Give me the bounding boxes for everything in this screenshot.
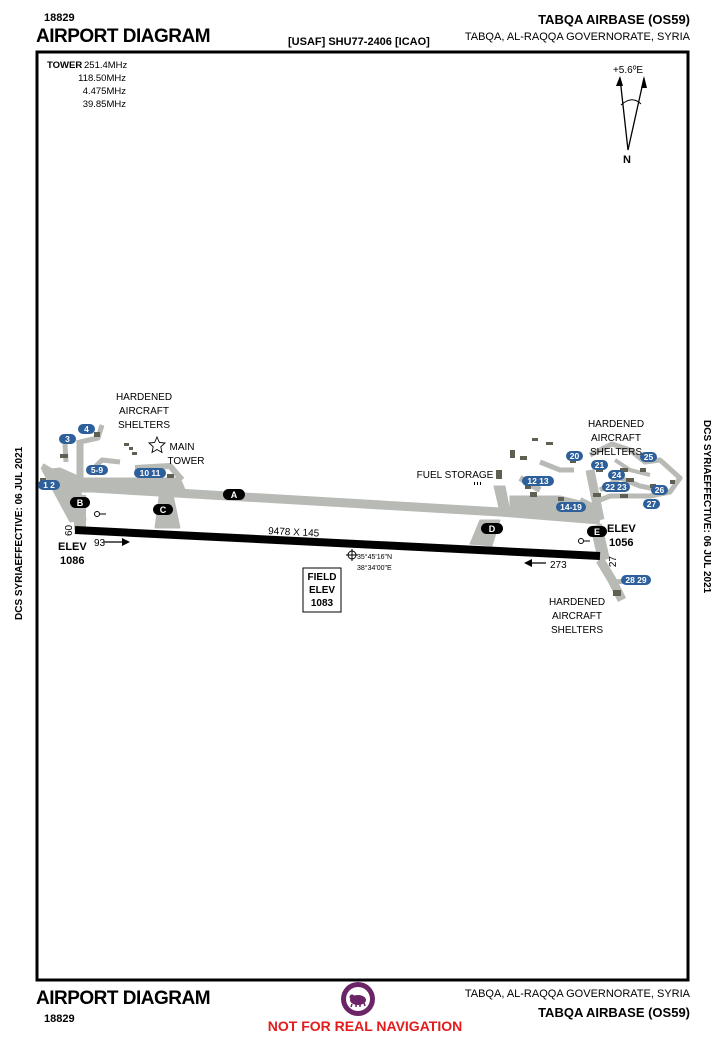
map-frame <box>35 50 690 982</box>
main-tower-1: MAIN <box>170 442 195 453</box>
main-tower-2: TOWER <box>167 456 204 467</box>
tower-label: TOWER <box>47 60 82 71</box>
field-elev-value: 1083 <box>311 598 334 609</box>
tower-freq-2: 118.50MHz <box>78 73 126 84</box>
shelter-1-2: 1 2 <box>43 480 55 490</box>
taxiway-e: E <box>594 527 600 537</box>
elevation-labels: ELEV 1086 ELEV 1056 <box>58 523 636 567</box>
shelter-4: 4 <box>84 424 89 434</box>
taxiway-d: D <box>489 524 496 534</box>
shelter-14-19: 14-19 <box>560 502 582 512</box>
shelter-12-13: 12 13 <box>527 476 549 486</box>
shelter-5-9: 5-9 <box>91 465 104 475</box>
shelter-25: 25 <box>644 452 654 462</box>
runway-end-west: 60 <box>64 524 75 536</box>
runway-dimensions: 9478 X 145 <box>268 526 320 540</box>
tower-icon <box>147 435 167 454</box>
hardened-east-1: HARDENED <box>588 419 644 430</box>
hardened-west-2: AIRCRAFT <box>119 406 169 417</box>
shelter-24: 24 <box>612 470 622 480</box>
arp-latitude: 35°45'16"N <box>357 553 392 561</box>
hardened-west-1: HARDENED <box>116 392 172 403</box>
runway-09-27 <box>74 526 601 560</box>
beacon-icons <box>94 511 590 544</box>
tower-freq-3: 4.475MHz <box>83 86 127 97</box>
shelter-21: 21 <box>595 460 605 470</box>
magnetic-variation: +5.6ºE <box>613 65 643 76</box>
footer-location: TABQA, AL-RAQQA GOVERNORATE, SYRIA <box>464 988 690 1000</box>
hardened-south-1: HARDENED <box>549 597 605 608</box>
shelter-badges: 3 4 5-9 10 11 1 2 20 21 25 24 12 13 22 2… <box>38 424 668 585</box>
shelter-22-23: 22 23 <box>605 482 627 492</box>
shelter-20: 20 <box>570 451 580 461</box>
footer-title: AIRPORT DIAGRAM <box>36 988 211 1009</box>
frequency-block: TOWER 251.4MHz 118.50MHz 4.475MHz 39.85M… <box>47 60 128 110</box>
tower-freq-1: 251.4MHz <box>84 60 128 71</box>
taxiway-network <box>40 424 683 603</box>
field-elev-line2: ELEV <box>309 585 335 596</box>
hardened-east-3: SHELTERS <box>590 447 642 458</box>
tower-freq-4: 39.85MHz <box>83 99 127 110</box>
runway-heading-east: 273 <box>550 560 567 571</box>
runway-labels: 60 27 93 273 9478 X 145 <box>64 524 619 571</box>
runway-end-east: 27 <box>608 556 619 568</box>
shelter-10-11: 10 11 <box>140 468 161 478</box>
taxiway-a: A <box>231 490 238 500</box>
procedure-code: [USAF] SHU77-2406 [ICAO] <box>288 36 430 48</box>
elev-east-label: ELEV <box>607 523 636 535</box>
hardened-south-3: SHELTERS <box>551 625 603 636</box>
area-labels: HARDENED AIRCRAFT SHELTERS HARDENED AIRC… <box>116 392 644 636</box>
arp-longitude: 38°34'00"E <box>357 564 392 572</box>
shelter-27: 27 <box>647 499 657 509</box>
taxiway-b: B <box>77 498 84 508</box>
hardened-east-2: AIRCRAFT <box>591 433 641 444</box>
elev-west-label: ELEV <box>58 541 87 553</box>
hardened-west-3: SHELTERS <box>118 420 170 431</box>
shelter-26: 26 <box>655 485 665 495</box>
footer-chart-id: 18829 <box>44 1013 75 1025</box>
shelter-28-29: 28 29 <box>625 575 647 585</box>
fuel-tank-icons <box>474 482 481 485</box>
taxiway-labels: B C A D E <box>70 489 607 537</box>
field-elev-line1: FIELD <box>308 572 337 583</box>
shelter-3: 3 <box>65 434 70 444</box>
chart-id: 18829 <box>44 12 75 24</box>
runway-heading-west: 93 <box>94 538 106 549</box>
dcs-logo-icon <box>341 982 375 1016</box>
taxiway-c: C <box>160 505 167 515</box>
elev-east-value: 1056 <box>609 537 633 549</box>
footer-airport-name: TABQA AIRBASE (OS59) <box>538 1005 690 1020</box>
elev-west-value: 1086 <box>60 555 84 567</box>
hardened-south-2: AIRCRAFT <box>552 611 602 622</box>
navigation-warning: NOT FOR REAL NAVIGATION <box>267 1018 463 1034</box>
airport-location: TABQA, AL-RAQQA GOVERNORATE, SYRIA <box>464 31 690 43</box>
field-elevation-box: FIELD ELEV 1083 <box>302 567 342 613</box>
north-arrow-icon: +5.6ºE N <box>613 65 647 166</box>
chart-title: AIRPORT DIAGRAM <box>36 26 211 47</box>
fuel-storage-label: FUEL STORAGE <box>417 470 494 481</box>
airport-reference-point-icon: 35°45'16"N 38°34'00"E <box>346 549 392 572</box>
airport-name: TABQA AIRBASE (OS59) <box>538 12 690 27</box>
north-label: N <box>623 154 631 166</box>
